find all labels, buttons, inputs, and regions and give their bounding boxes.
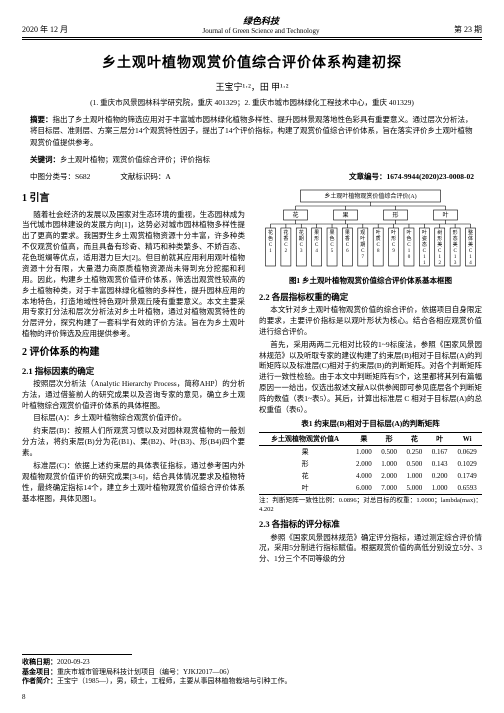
page-number: 8 — [22, 693, 482, 703]
author-bio: 王宝宁（1985—），男，硕士，工程师，主要从事园林植物栽培与引种工作。 — [57, 677, 292, 685]
svg-text:香: 香 — [345, 235, 350, 242]
svg-text:美: 美 — [453, 241, 458, 248]
table-row: 形2.0001.0000.5000.1430.1029 — [259, 458, 482, 470]
svg-text:叶: 叶 — [406, 229, 411, 236]
sec2-1-heading: 2.1 指标因素的确定 — [22, 365, 245, 377]
sec2-1-p3: 约束层(B)：按照人们所观赏习惯以及对园林观赏植物的一般划分方法，将约束层(B)… — [22, 426, 245, 459]
svg-text:叶: 叶 — [391, 229, 396, 236]
svg-text:美: 美 — [437, 241, 442, 248]
sec1-p1: 随着社会经济的发展以及国家对生态环境的重视，生态园林成为当代城市园林建设的发展方… — [22, 210, 245, 341]
svg-text:花: 花 — [268, 229, 273, 236]
footer: 收稿日期：2020-09-23 基金项目：重庆市城市管理局科技计划项目（编号：Y… — [22, 654, 482, 703]
authors: 王宝宁¹·²，田 甲¹·² — [22, 80, 482, 93]
recv-date: 2020-09-23 — [57, 658, 90, 666]
sec2-3-p1: 参照《国家风景园林规范》确定评分指标，通过测定综合评价情况，采用5分制进行指标赋… — [259, 533, 482, 566]
author-label: 作者简介： — [22, 677, 57, 685]
svg-text:姿: 姿 — [422, 235, 427, 242]
svg-text:叶: 叶 — [422, 229, 427, 236]
keywords-text: 乡土观叶植物；观赏价值综合评价；评价指标 — [60, 155, 210, 164]
svg-text:期: 期 — [299, 236, 304, 242]
sec2-3-heading: 2.3 各指标的评分标准 — [259, 518, 482, 530]
svg-text:形: 形 — [391, 235, 396, 242]
svg-text:果: 果 — [345, 230, 350, 236]
sec2-2-p1: 本文针对乡土观叶植物观赏价值的综合评价，依据项目自身限定的要求，主要评价指标是以… — [259, 305, 482, 338]
svg-text:花: 花 — [292, 211, 298, 219]
svg-text:色: 色 — [330, 235, 335, 242]
svg-text:态: 态 — [422, 241, 427, 248]
sec2-1-p2: 目标层(A)：乡土观叶植物综合观赏价值评价。 — [22, 413, 245, 424]
sec1-heading: 1 引言 — [22, 192, 245, 207]
svg-text:整: 整 — [468, 229, 473, 236]
table-1: 乡土观植物观赏价值A果形花叶Wi 果1.0000.5000.2500.1670.… — [259, 432, 482, 496]
svg-text:果: 果 — [342, 212, 348, 219]
svg-text:观: 观 — [360, 230, 365, 236]
affiliation: (1. 重庆市风景园林科学研究院，重庆 401329；2. 重庆市城市园林绿化工… — [22, 97, 482, 108]
header-date: 2020 年 12 月 — [22, 24, 68, 35]
abstract-label: 摘要： — [30, 115, 53, 124]
abstract: 摘要：指出了乡土观叶植物的筛选应用对于丰富城市园林绿化植物多样性、提升园林景观落… — [30, 114, 474, 148]
sec2-1-p4: 标准层(C)：依据上述约束层的具体表征指标，通过参考国内外观植物观赏价值评价的研… — [22, 461, 245, 505]
svg-text:形: 形 — [437, 235, 442, 242]
svg-text:色: 色 — [268, 235, 273, 242]
table1-caption: 表1 约束层(B)相对于目标层(A)的判断矩阵 — [259, 419, 482, 430]
journal-block: 绿色科技 Journal of Green Science and Techno… — [68, 14, 454, 35]
keywords: 关键词：乡土观叶植物；观赏价值综合评价；评价指标 — [30, 154, 474, 165]
table-row: 果1.0000.5000.2500.1670.0629 — [259, 445, 482, 458]
svg-text:乡土观叶植物观赏价值综合评价(A): 乡土观叶植物观赏价值综合评价(A) — [324, 192, 416, 200]
svg-text:期: 期 — [360, 242, 365, 248]
table-header: 乡土观植物观赏价值A — [259, 432, 351, 445]
figure-1: 乡土观叶植物观赏价值综合评价(A) 花果形叶 花色C1花香C2花期C3果形C4果… — [259, 188, 482, 287]
svg-text:体: 体 — [468, 235, 473, 242]
article-no: 文章编号：1674-9944(2020)23-0008-02 — [349, 171, 474, 182]
header-issue: 第 23 期 — [454, 24, 482, 35]
sec2-heading: 2 评价体系的构建 — [22, 346, 245, 361]
sec2-2-heading: 2.2 各层指标权重的确定 — [259, 291, 482, 303]
svg-text:果: 果 — [330, 230, 335, 236]
table1-note: 注：判断矩阵一致性比例：0.0896；对总目标的权重：1.0000；lambda… — [259, 497, 482, 514]
svg-text:叶: 叶 — [360, 235, 365, 242]
table-row: 花4.0002.0001.0000.2000.1749 — [259, 470, 482, 482]
svg-text:形: 形 — [392, 211, 398, 219]
fig1-caption: 图1 乡土观叶植物观赏价值综合评价体系基本框图 — [259, 276, 482, 287]
svg-text:形: 形 — [314, 235, 319, 242]
table-header: Wi — [452, 432, 482, 445]
svg-text:树: 树 — [437, 229, 442, 236]
journal-en: Journal of Green Science and Technology — [68, 27, 454, 35]
table-row: 叶6.0007.0005.0001.0000.6593 — [259, 482, 482, 495]
journal-ch: 绿色科技 — [68, 14, 454, 27]
right-column: 乡土观叶植物观赏价值综合评价(A) 花果形叶 花色C1花香C2花期C3果形C4果… — [259, 186, 482, 567]
clc: 中图分类号：S682 — [30, 171, 90, 182]
table-header: 叶 — [427, 432, 452, 445]
svg-text:质: 质 — [376, 235, 381, 242]
docid: 文献标识码：A — [120, 171, 170, 182]
svg-text:果: 果 — [314, 230, 319, 236]
fund-text: 重庆市城市管理局科技计划项目（编号：YJKJ2017—06） — [57, 668, 234, 676]
sec2-2-p2: 首先，采用两两二元相对比较的1~9标度法，参照《国家风景园林规范》以及听取专家的… — [259, 340, 482, 416]
sec2-1-p1: 按照层次分析法（Analytic Hierarchy Process，简称AHP… — [22, 379, 245, 412]
svg-text:色: 色 — [406, 235, 411, 242]
svg-text:态: 态 — [453, 235, 458, 242]
svg-text:美: 美 — [468, 241, 473, 248]
abstract-text: 指出了乡土观叶植物的筛选应用对于丰富城市园林绿化植物多样性、提升园林景观落地性色… — [30, 115, 473, 147]
svg-text:花: 花 — [283, 229, 288, 236]
recv-label: 收稿日期： — [22, 658, 57, 666]
svg-text:香: 香 — [283, 235, 288, 242]
hierarchy-diagram: 乡土观叶植物观赏价值综合评价(A) 花果形叶 花色C1花香C2花期C3果形C4果… — [259, 188, 482, 270]
table-header: 果 — [351, 432, 376, 445]
table-header: 花 — [402, 432, 427, 445]
left-column: 1 引言 随着社会经济的发展以及国家对生态环境的重视，生态园林成为当代城市园林建… — [22, 186, 245, 567]
svg-text:叶: 叶 — [376, 229, 381, 236]
svg-text:形: 形 — [453, 229, 458, 236]
fund-label: 基金项目： — [22, 668, 57, 676]
svg-text:叶: 叶 — [442, 211, 448, 219]
svg-text:花: 花 — [299, 229, 304, 236]
table-header: 形 — [376, 432, 401, 445]
keywords-label: 关键词： — [30, 155, 60, 164]
article-title: 乡土观叶植物观赏价值综合评价体系构建初探 — [22, 52, 482, 72]
